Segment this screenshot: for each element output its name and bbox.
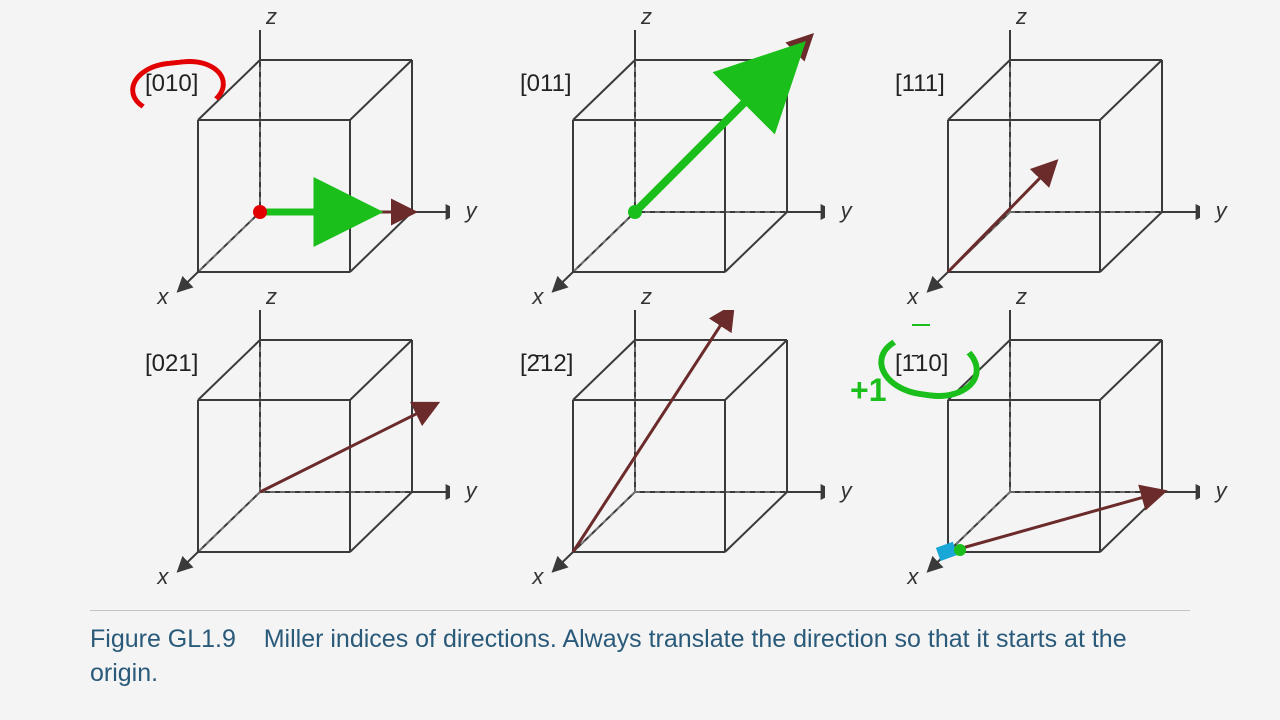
cube-010: zyx[010] [90, 30, 440, 310]
cube-svg [465, 30, 825, 320]
x-axis-label: x [907, 284, 918, 310]
z-axis-label: z [266, 284, 277, 310]
figure-number: Figure GL1.9 [90, 625, 236, 653]
z-axis-label: z [1016, 284, 1027, 310]
figure-caption: Figure GL1.9 Miller indices of direction… [0, 623, 1280, 691]
annotation-plus-one: +1 [850, 372, 886, 409]
cube-212bar: zyx[2̄12] [465, 310, 815, 590]
x-axis-label: x [532, 284, 543, 310]
z-axis-label: z [641, 4, 652, 30]
x-axis-label: x [157, 284, 168, 310]
cube-110bar: zyx[1̄10]+1 [840, 310, 1190, 590]
cube-011: zyx[011] [465, 30, 815, 310]
miller-label: [2̄12] [520, 350, 573, 378]
cube-111: zyx[111] [840, 30, 1190, 310]
cube-svg [465, 310, 825, 600]
miller-label: [011] [520, 70, 572, 98]
y-axis-label: y [1216, 478, 1227, 504]
diagram-grid: zyx[010] zyx[011] zyx[111] zyx[021] zyx[… [0, 0, 1280, 590]
x-axis-label: x [157, 564, 168, 590]
miller-label: [111] [895, 70, 945, 98]
y-axis-label: y [1216, 198, 1227, 224]
miller-label: [021] [145, 350, 198, 378]
z-axis-label: z [641, 284, 652, 310]
cube-svg [840, 30, 1200, 320]
annotation-green-tick [912, 324, 930, 326]
z-axis-label: z [1016, 4, 1027, 30]
row-2: zyx[021] zyx[2̄12] zyx[1̄10]+1 [90, 310, 1190, 590]
caption-rule [90, 610, 1190, 611]
figure-caption-text: Miller indices of directions. Always tra… [90, 625, 1127, 687]
z-axis-label: z [266, 4, 277, 30]
x-axis-label: x [907, 564, 918, 590]
cube-svg [90, 310, 450, 600]
cube-021: zyx[021] [90, 310, 440, 590]
row-1: zyx[010] zyx[011] zyx[111] [90, 30, 1190, 310]
x-axis-label: x [532, 564, 543, 590]
